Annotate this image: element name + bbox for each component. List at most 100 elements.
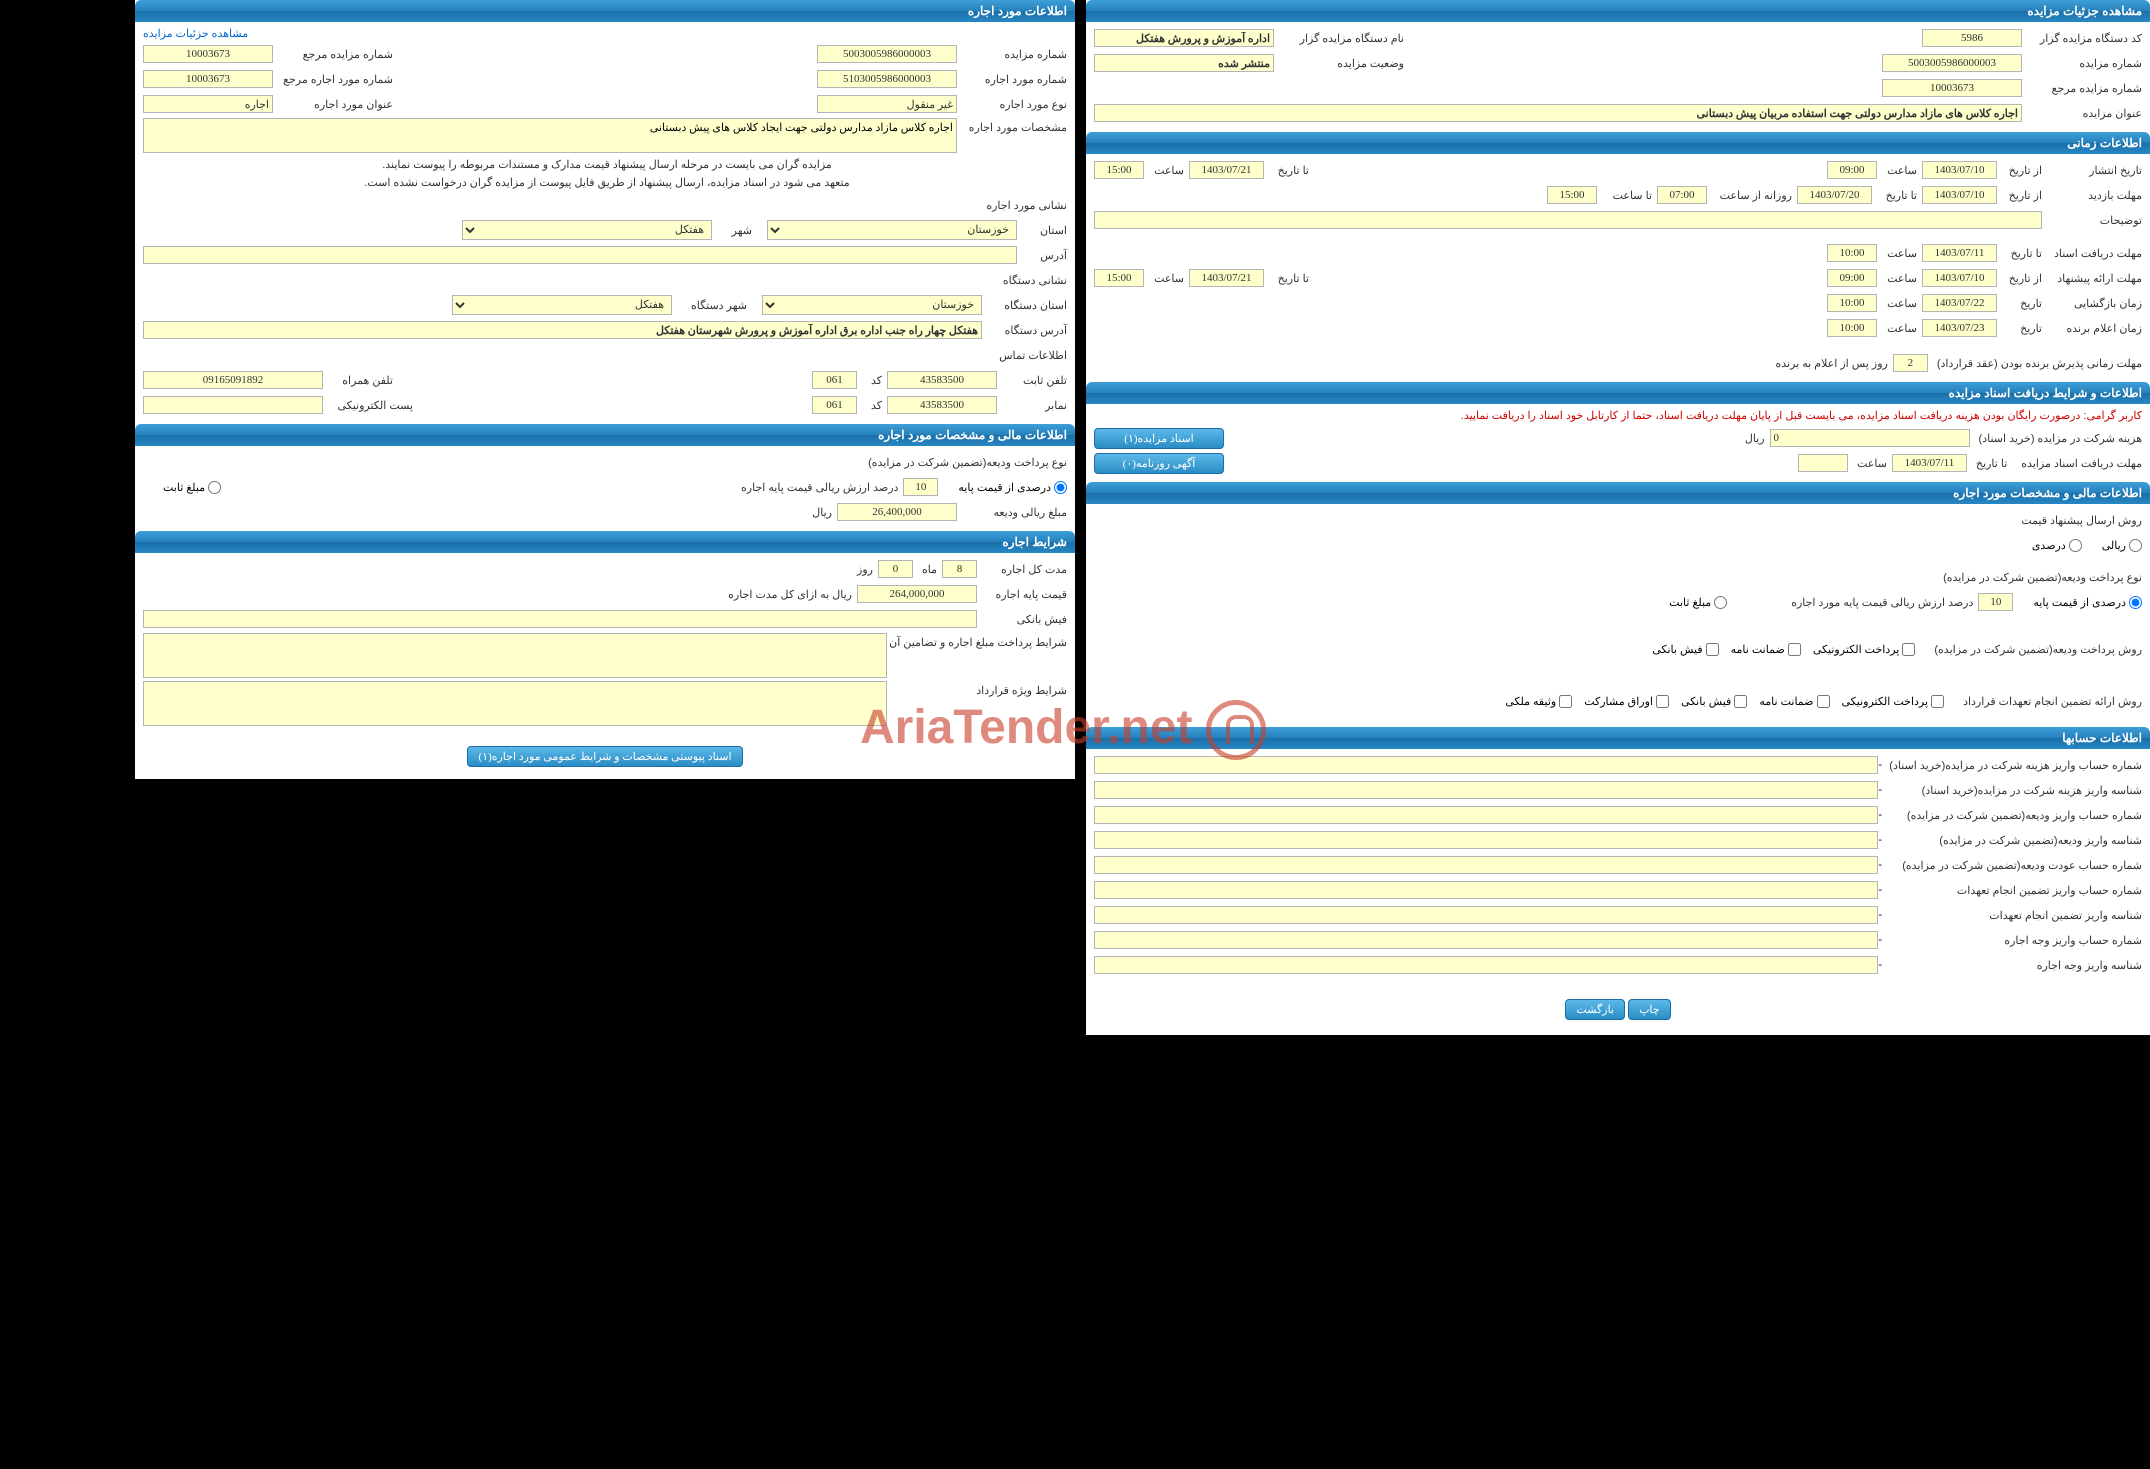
label-desc: توضیحات [2042,214,2142,227]
input-acc3[interactable] [1094,806,1878,824]
textarea-specs[interactable]: اجاره کلاس مازاد مدارس دولتی جهت ایجاد ک… [143,118,957,153]
radio-fixed[interactable]: مبلغ ثابت [1669,596,1727,609]
input-mobile[interactable] [143,371,323,389]
select-dev-province[interactable]: خوزستان [762,295,982,315]
input-proposal-from-time[interactable] [1827,269,1877,287]
input-publish-to-date[interactable] [1189,161,1264,179]
input-phone[interactable] [887,371,997,389]
input-months[interactable] [942,560,977,578]
input-fax-code[interactable] [812,396,857,414]
textarea-special[interactable] [143,681,887,726]
input-visit-from-date[interactable] [1922,186,1997,204]
input-days[interactable] [878,560,913,578]
radio-base-percent[interactable]: درصدی از قیمت پایه [2033,596,2142,609]
input-dev-address[interactable] [143,321,982,339]
chk-guarantee[interactable]: ضمانت نامه [1731,643,1801,656]
section-header-rent-info: اطلاعات مورد اجاره [135,0,1075,22]
left-panel: اطلاعات مورد اجاره مشاهده جزئیات مزایده … [135,0,1075,779]
warning-text: کاربر گرامی: درصورت رایگان بودن هزینه در… [1094,409,2142,422]
input-phone-code[interactable] [812,371,857,389]
input-auction-title[interactable] [1094,104,2022,122]
input-acc6[interactable] [1094,881,1878,899]
input-rent-type[interactable] [817,95,957,113]
input-auction-status[interactable] [1094,54,1274,72]
input-deposit-amount[interactable] [837,503,957,521]
input-publish-from-time[interactable] [1827,161,1877,179]
input-acc5[interactable] [1094,856,1878,874]
input-email[interactable] [143,396,323,414]
input-acc9[interactable] [1094,956,1878,974]
chk-g-electronic[interactable]: پرداخت الکترونیکی [1842,695,1945,708]
chk-bonds[interactable]: اوراق مشارکت [1584,695,1669,708]
input-acc1[interactable] [1094,756,1878,774]
input-address[interactable] [143,246,1017,264]
chk-g-guarantee[interactable]: ضمانت نامه [1759,695,1829,708]
btn-newspaper[interactable]: آگهی روزنامه(۰) [1094,453,1224,474]
select-province[interactable]: خوزستان [767,220,1017,240]
input-auction-code[interactable] [1922,29,2022,47]
input-winner-time[interactable] [1827,319,1877,337]
label-proposal: مهلت ارائه پیشنهاد [2042,272,2142,285]
input-proposal-to-date[interactable] [1189,269,1264,287]
input-l-percent[interactable] [903,478,938,496]
input-winner-date[interactable] [1922,319,1997,337]
radio-rial[interactable]: ریالی [2102,539,2142,552]
label-auction-org: نام دستگاه مزایده گزار [1274,32,1404,45]
input-opening-date[interactable] [1922,294,1997,312]
right-panel: مشاهده جزئیات مزایده کد دستگاه مزایده گز… [1086,0,2150,1035]
select-dev-city[interactable]: هفتکل [452,295,672,315]
chk-electronic[interactable]: پرداخت الکترونیکی [1813,643,1916,656]
radio-percent[interactable]: درصدی [2032,539,2082,552]
input-percent[interactable] [1978,593,2013,611]
input-visit-to-time[interactable] [1547,186,1597,204]
input-fax[interactable] [887,396,997,414]
radio-l-percent[interactable]: درصدی از قیمت پایه [958,481,1067,494]
link-view-details[interactable]: مشاهده جزئیات مزایده [143,28,248,40]
input-acc7[interactable] [1094,906,1878,924]
input-rent-ref[interactable] [143,70,273,88]
input-publish-from-date[interactable] [1922,161,1997,179]
input-l-auction-number[interactable] [817,45,957,63]
btn-back[interactable]: بازگشت [1565,999,1625,1020]
input-fee[interactable] [1770,429,1970,447]
input-rent-title[interactable] [143,95,273,113]
label-ref-number: شماره مزایده مرجع [2022,82,2142,95]
input-opening-time[interactable] [1827,294,1877,312]
input-bank-slip[interactable] [143,610,977,628]
input-acceptance-days[interactable] [1893,354,1928,372]
input-acc8[interactable] [1094,931,1878,949]
btn-print[interactable]: چاپ [1628,999,1671,1020]
input-acc4[interactable] [1094,831,1878,849]
input-publish-to-time[interactable] [1094,161,1144,179]
input-proposal-to-time[interactable] [1094,269,1144,287]
input-base-price[interactable] [857,585,977,603]
input-ref-number[interactable] [1882,79,2022,97]
section-header-rent-conditions: شرایط اجاره [135,531,1075,553]
btn-auction-docs[interactable]: اسناد مزایده(۱) [1094,428,1224,449]
section-header-time: اطلاعات زمانی [1086,132,2150,154]
input-doc-time[interactable] [1827,244,1877,262]
chk-g-bank[interactable]: فیش بانکی [1681,695,1747,708]
input-rent-number[interactable] [817,70,957,88]
btn-attachments[interactable]: اسناد پیوستی مشخصات و شرایط عمومی مورد ا… [467,746,742,767]
input-desc[interactable] [1094,211,2042,229]
label-winner: زمان اعلام برنده [2042,322,2142,335]
input-doc-date[interactable] [1922,244,1997,262]
input-auction-org[interactable] [1094,29,1274,47]
section-header-financial: اطلاعات مالی و مشخصات مورد اجاره [1086,482,2150,504]
input-proposal-from-date[interactable] [1922,269,1997,287]
select-city[interactable]: هفتکل [462,220,712,240]
input-visit-to-date[interactable] [1797,186,1872,204]
input-deadline-date[interactable] [1892,454,1967,472]
label-opening: زمان بازگشایی [2042,297,2142,310]
radio-l-fixed[interactable]: مبلغ ثابت [163,481,221,494]
input-acc2[interactable] [1094,781,1878,799]
label-auction-status: وضعیت مزایده [1274,57,1404,70]
chk-property[interactable]: وثیقه ملکی [1505,695,1572,708]
textarea-conditions[interactable] [143,633,887,678]
input-l-ref[interactable] [143,45,273,63]
chk-bank[interactable]: فیش بانکی [1652,643,1718,656]
input-auction-number[interactable] [1882,54,2022,72]
input-deadline-time[interactable] [1798,454,1848,472]
input-visit-from-time[interactable] [1657,186,1707,204]
